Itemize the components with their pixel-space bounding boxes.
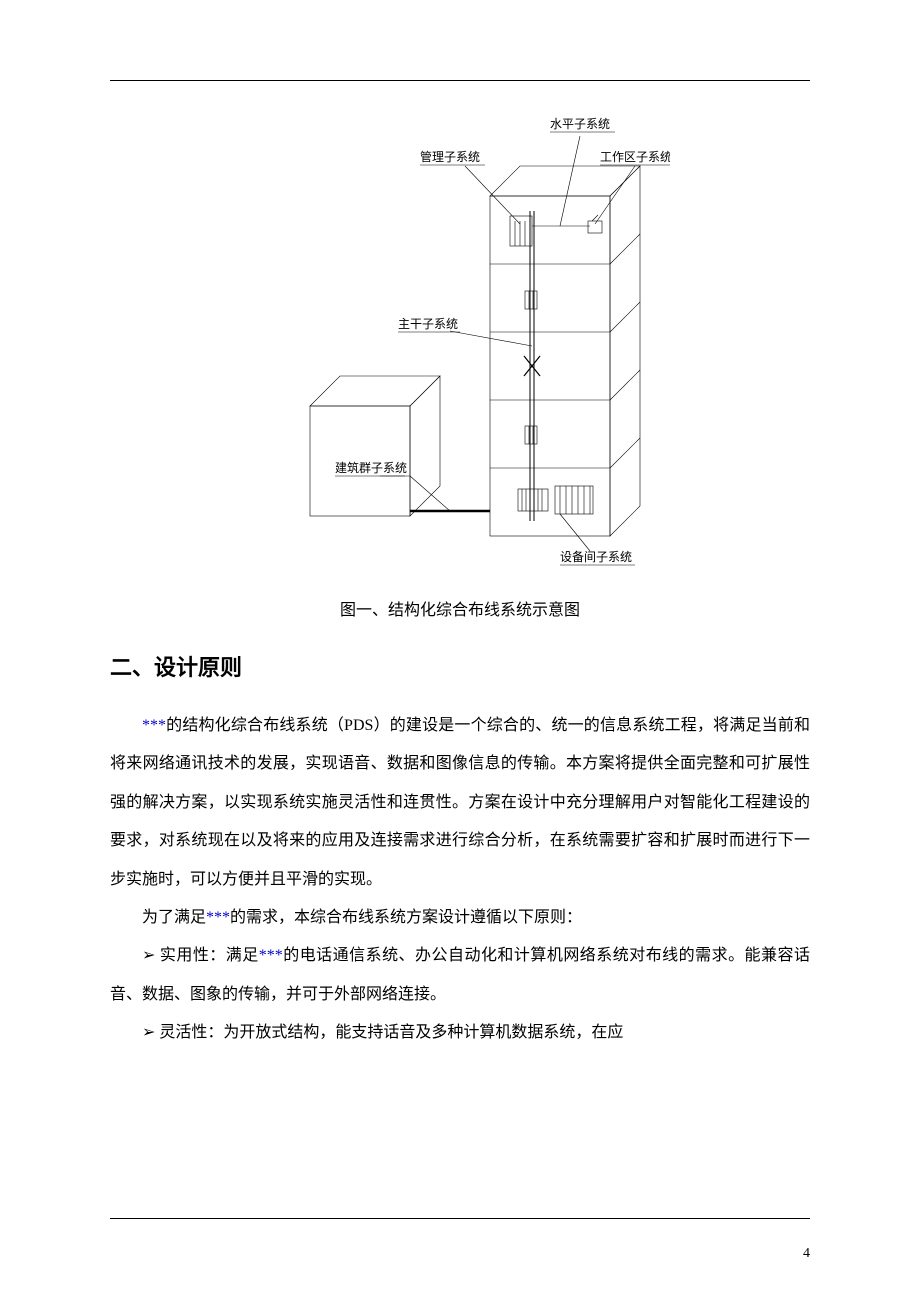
figure-container: 水平子系统 管理子系统 工作区子系统 主干子系统 建筑群子系统 设备间子系统	[110, 106, 810, 571]
label-backbone: 主干子系统	[398, 317, 458, 331]
bullet-1: ➢ 实用性：满足***的电话通信系统、办公自动化和计算机网络系统对布线的需求。能…	[110, 937, 810, 1014]
bullet1-a: 实用性：满足	[155, 947, 258, 964]
paragraph-1: ***的结构化综合布线系统（PDS）的建设是一个综合的、统一的信息系统工程，将满…	[110, 707, 810, 899]
figure-caption: 图一、结构化综合布线系统示意图	[110, 596, 810, 620]
placeholder-star: ***	[142, 717, 166, 734]
bullet2-text: 灵活性：为开放式结构，能支持话音及多种计算机数据系统，在应	[155, 1024, 623, 1041]
label-workarea: 工作区子系统	[600, 150, 670, 164]
section-heading: 二、设计原则	[110, 650, 810, 682]
bullet-2: ➢ 灵活性：为开放式结构，能支持话音及多种计算机数据系统，在应	[110, 1014, 810, 1052]
label-horizontal: 水平子系统	[550, 117, 610, 131]
placeholder-star: ***	[259, 947, 283, 964]
para2-a: 为了满足	[142, 909, 206, 926]
paragraph-2: 为了满足***的需求，本综合布线系统方案设计遵循以下原则：	[110, 899, 810, 937]
cabling-diagram: 水平子系统 管理子系统 工作区子系统 主干子系统 建筑群子系统 设备间子系统	[250, 106, 670, 571]
label-equipment: 设备间子系统	[560, 550, 632, 564]
diagram-svg: 水平子系统 管理子系统 工作区子系统 主干子系统 建筑群子系统 设备间子系统	[250, 106, 670, 566]
placeholder-star: ***	[206, 909, 230, 926]
para2-b: 的需求，本综合布线系统方案设计遵循以下原则：	[230, 909, 582, 926]
label-campus: 建筑群子系统	[335, 460, 407, 475]
bullet-marker: ➢	[142, 947, 155, 964]
header-rule	[110, 80, 810, 81]
document-page: 水平子系统 管理子系统 工作区子系统 主干子系统 建筑群子系统 设备间子系统 图…	[0, 0, 920, 1302]
bullet-marker: ➢	[142, 1024, 155, 1041]
para1-text: 的结构化综合布线系统（PDS）的建设是一个综合的、统一的信息系统工程，将满足当前…	[110, 717, 810, 888]
footer-rule	[110, 1218, 810, 1219]
label-management: 管理子系统	[420, 149, 480, 164]
page-number: 4	[803, 1246, 810, 1262]
